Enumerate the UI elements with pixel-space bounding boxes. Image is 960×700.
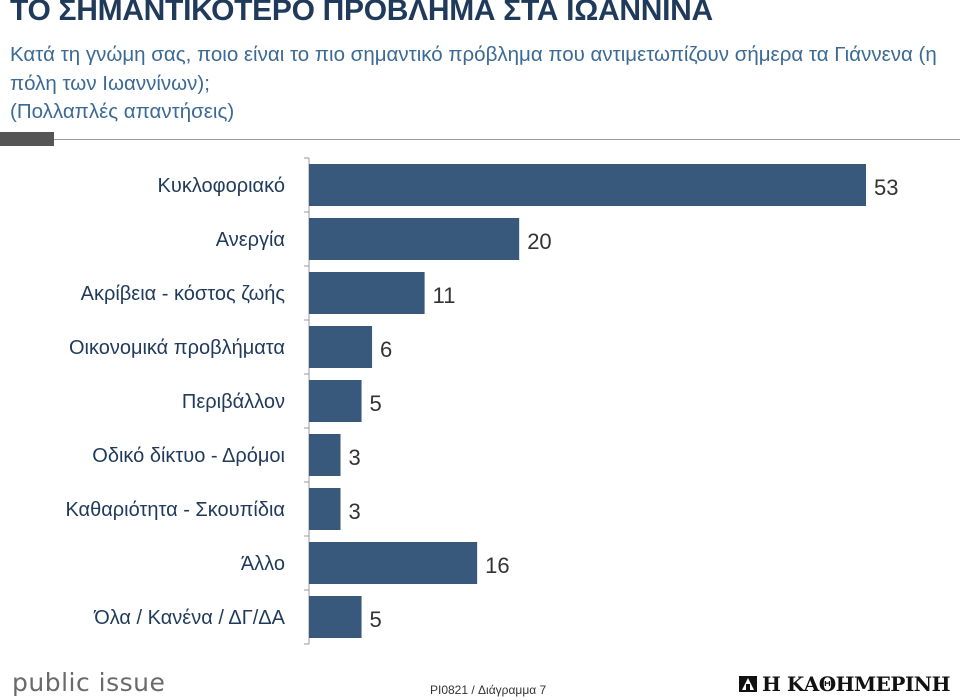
survey-question: Κατά τη γνώμη σας, ποιο είναι το πιο σημ…: [10, 43, 937, 95]
category-label: Οδικό δίκτυο - Δρόμοι: [92, 445, 285, 467]
bar: [309, 380, 362, 422]
bar: [309, 434, 341, 476]
bar: [309, 218, 520, 260]
answer-note: (Πολλαπλές απαντήσεις): [10, 100, 235, 123]
value-label: 11: [433, 283, 456, 308]
kathimerini-emblem-icon: [738, 676, 757, 692]
category-label: Περιβάλλον: [182, 391, 285, 413]
value-label: 53: [874, 175, 898, 200]
bar: [309, 596, 362, 638]
bar: [309, 542, 478, 584]
bar: [309, 488, 341, 530]
diagram-reference: PI0821 / Διάγραμμα 7: [430, 683, 547, 697]
value-label: 16: [485, 553, 509, 578]
value-label: 5: [370, 607, 382, 632]
kathimerini-logo: Η ΚΑΘΗΜΕΡΙΝΗ: [737, 672, 951, 696]
chart-title: ΤΟ ΣΗΜΑΝΤΙΚΟΤΕΡΟ ΠΡΟΒΛΗΜΑ ΣΤΑ ΙΩΑΝΝΙΝΑ: [10, 0, 713, 27]
value-label: 6: [380, 337, 392, 362]
category-label: Κυκλοφοριακό: [158, 175, 285, 197]
header-divider: [54, 139, 960, 140]
value-label: 3: [349, 499, 361, 524]
category-label: Καθαριότητα - Σκουπίδια: [65, 499, 285, 521]
category-label: Ανεργία: [216, 229, 285, 251]
category-label: Άλλο: [241, 553, 285, 575]
bar: [309, 272, 425, 314]
bar: [309, 164, 866, 206]
value-label: 5: [370, 391, 382, 416]
kathimerini-wordmark: Η ΚΑΘΗΜΕΡΙΝΗ: [761, 672, 951, 696]
value-label: 20: [527, 229, 551, 254]
public-issue-logo: public issue: [12, 668, 166, 697]
category-label: Οικονομικά προβλήματα: [69, 337, 285, 359]
bar-chart: Κυκλοφοριακό Ανεργία Ακρίβεια - κόστος ζωή…: [65, 157, 898, 645]
bar: [309, 326, 373, 368]
header-accent-bar: [0, 132, 54, 146]
category-label: Ακρίβεια - κόστος ζωής: [81, 283, 286, 305]
category-label: Όλα / Κανένα / ΔΓ/ΔΑ: [93, 607, 285, 629]
value-label: 3: [349, 445, 361, 470]
